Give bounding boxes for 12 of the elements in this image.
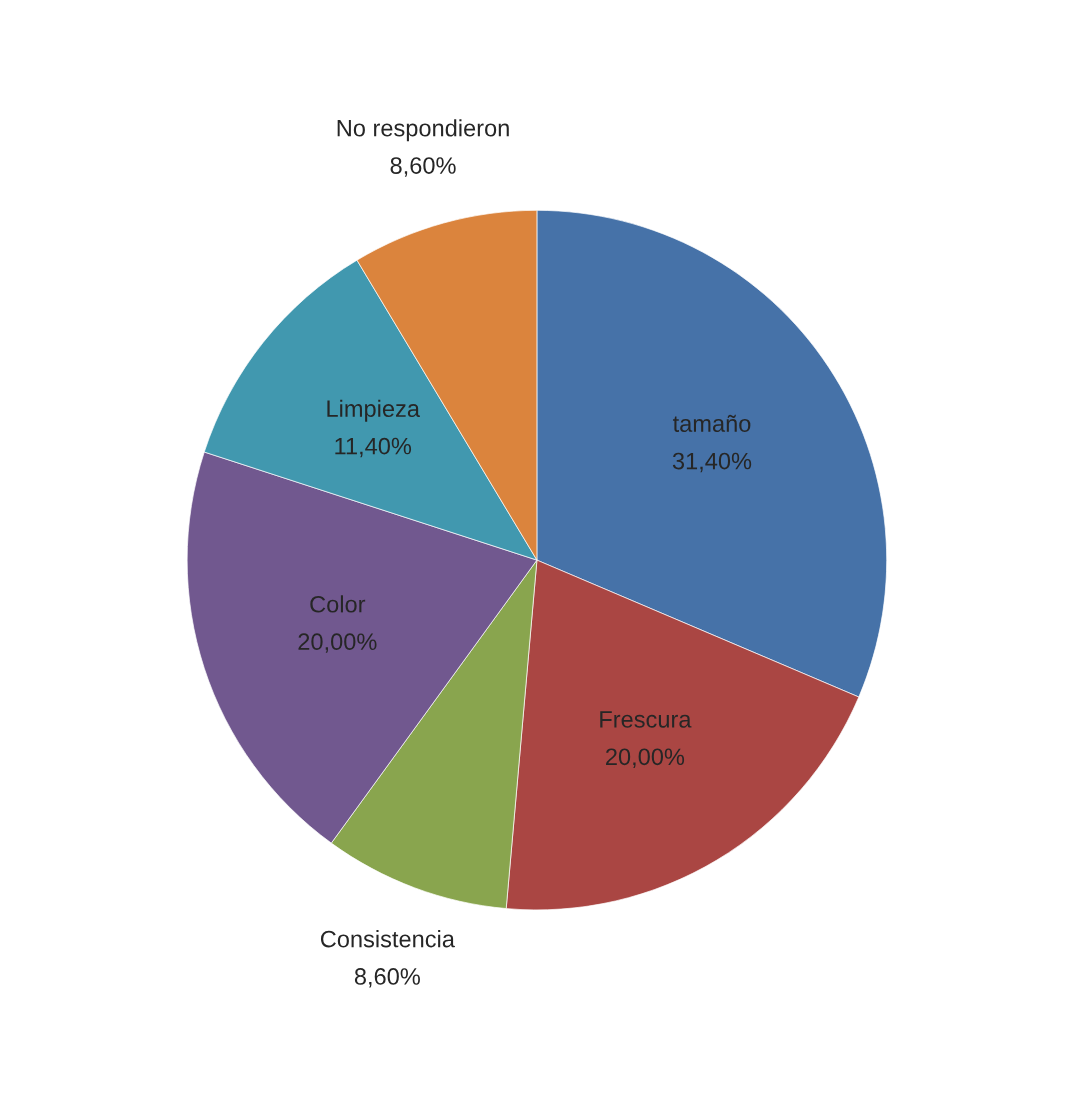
data-label: 11,40%: [335, 437, 412, 458]
slice-label: Color: [310, 595, 366, 613]
data-label: 8,60%: [354, 968, 420, 988]
data-label: 31,40%: [672, 452, 752, 473]
slice-label: Frescura: [600, 711, 692, 728]
data-label: 20,00%: [298, 633, 377, 653]
slice-label: No respondieron: [337, 119, 509, 142]
data-label: 20,00%: [606, 748, 685, 768]
slice-label: Limpieza: [327, 399, 420, 422]
slice-label: tamaño: [672, 414, 751, 432]
data-label: 8,60%: [390, 157, 456, 177]
slice-label: Consistencia: [320, 930, 455, 948]
